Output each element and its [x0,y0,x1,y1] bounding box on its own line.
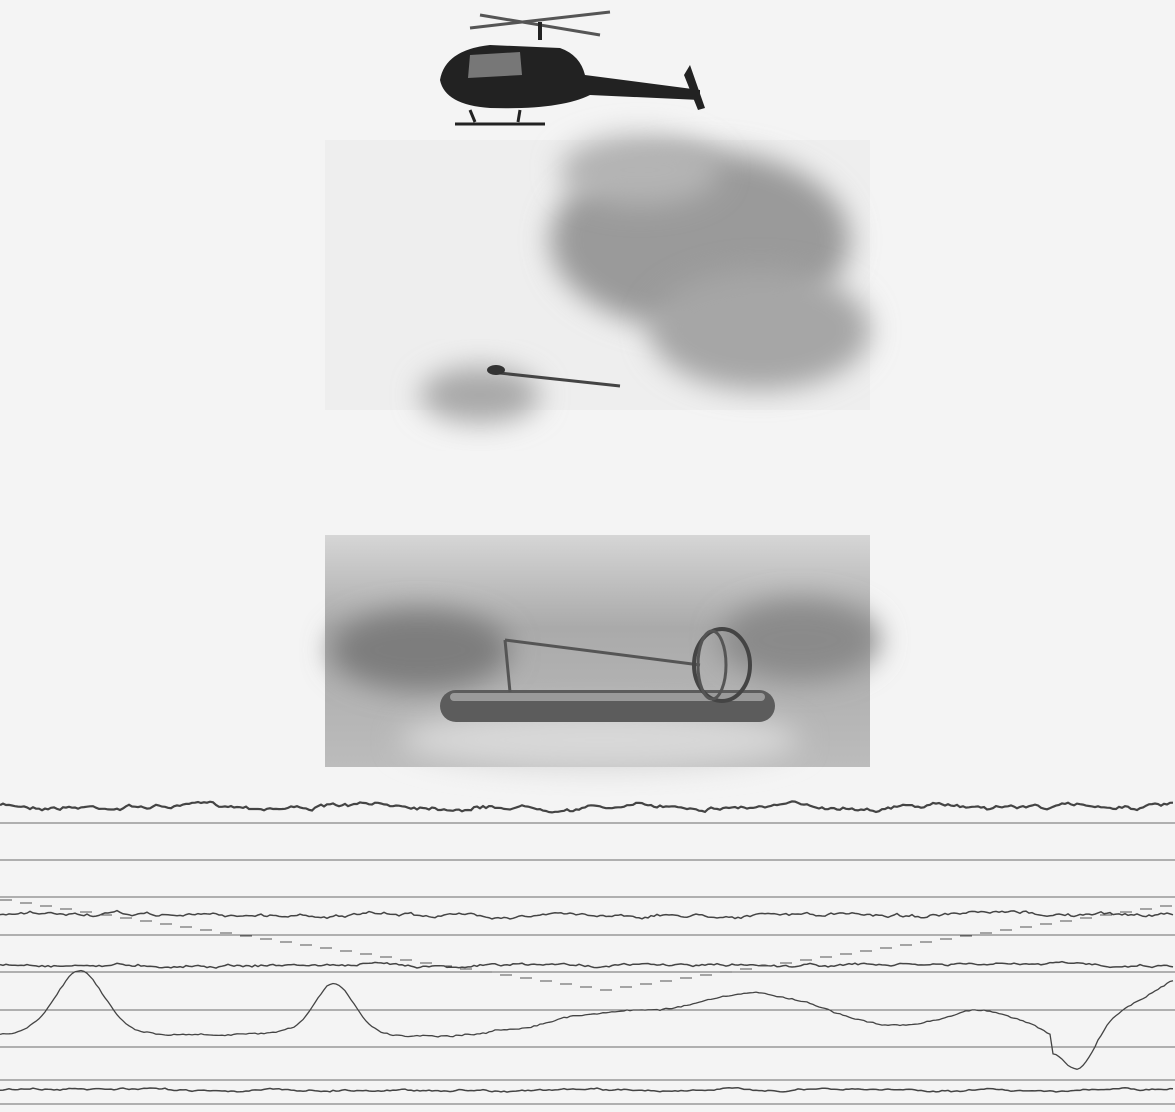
helicopter [440,10,705,126]
strut [503,639,512,693]
trace [0,1086,1174,1093]
trace [0,909,1174,920]
cloud [720,600,880,680]
cloud [420,367,540,423]
upper-photo [325,135,870,423]
towed-bird [489,370,621,388]
lower-photo [325,535,880,770]
tail-ring [696,629,728,701]
cloud [330,610,510,690]
trace [0,800,1174,814]
strip-chart [0,800,1175,1105]
cloud [650,270,870,390]
boom [504,638,701,667]
cloud [400,710,800,770]
trace [0,960,1174,969]
bird-highlight [450,693,765,701]
cloud [560,135,720,205]
tail-ring [692,627,752,703]
towed-bird-nose [487,365,505,375]
trace [0,969,1174,1070]
